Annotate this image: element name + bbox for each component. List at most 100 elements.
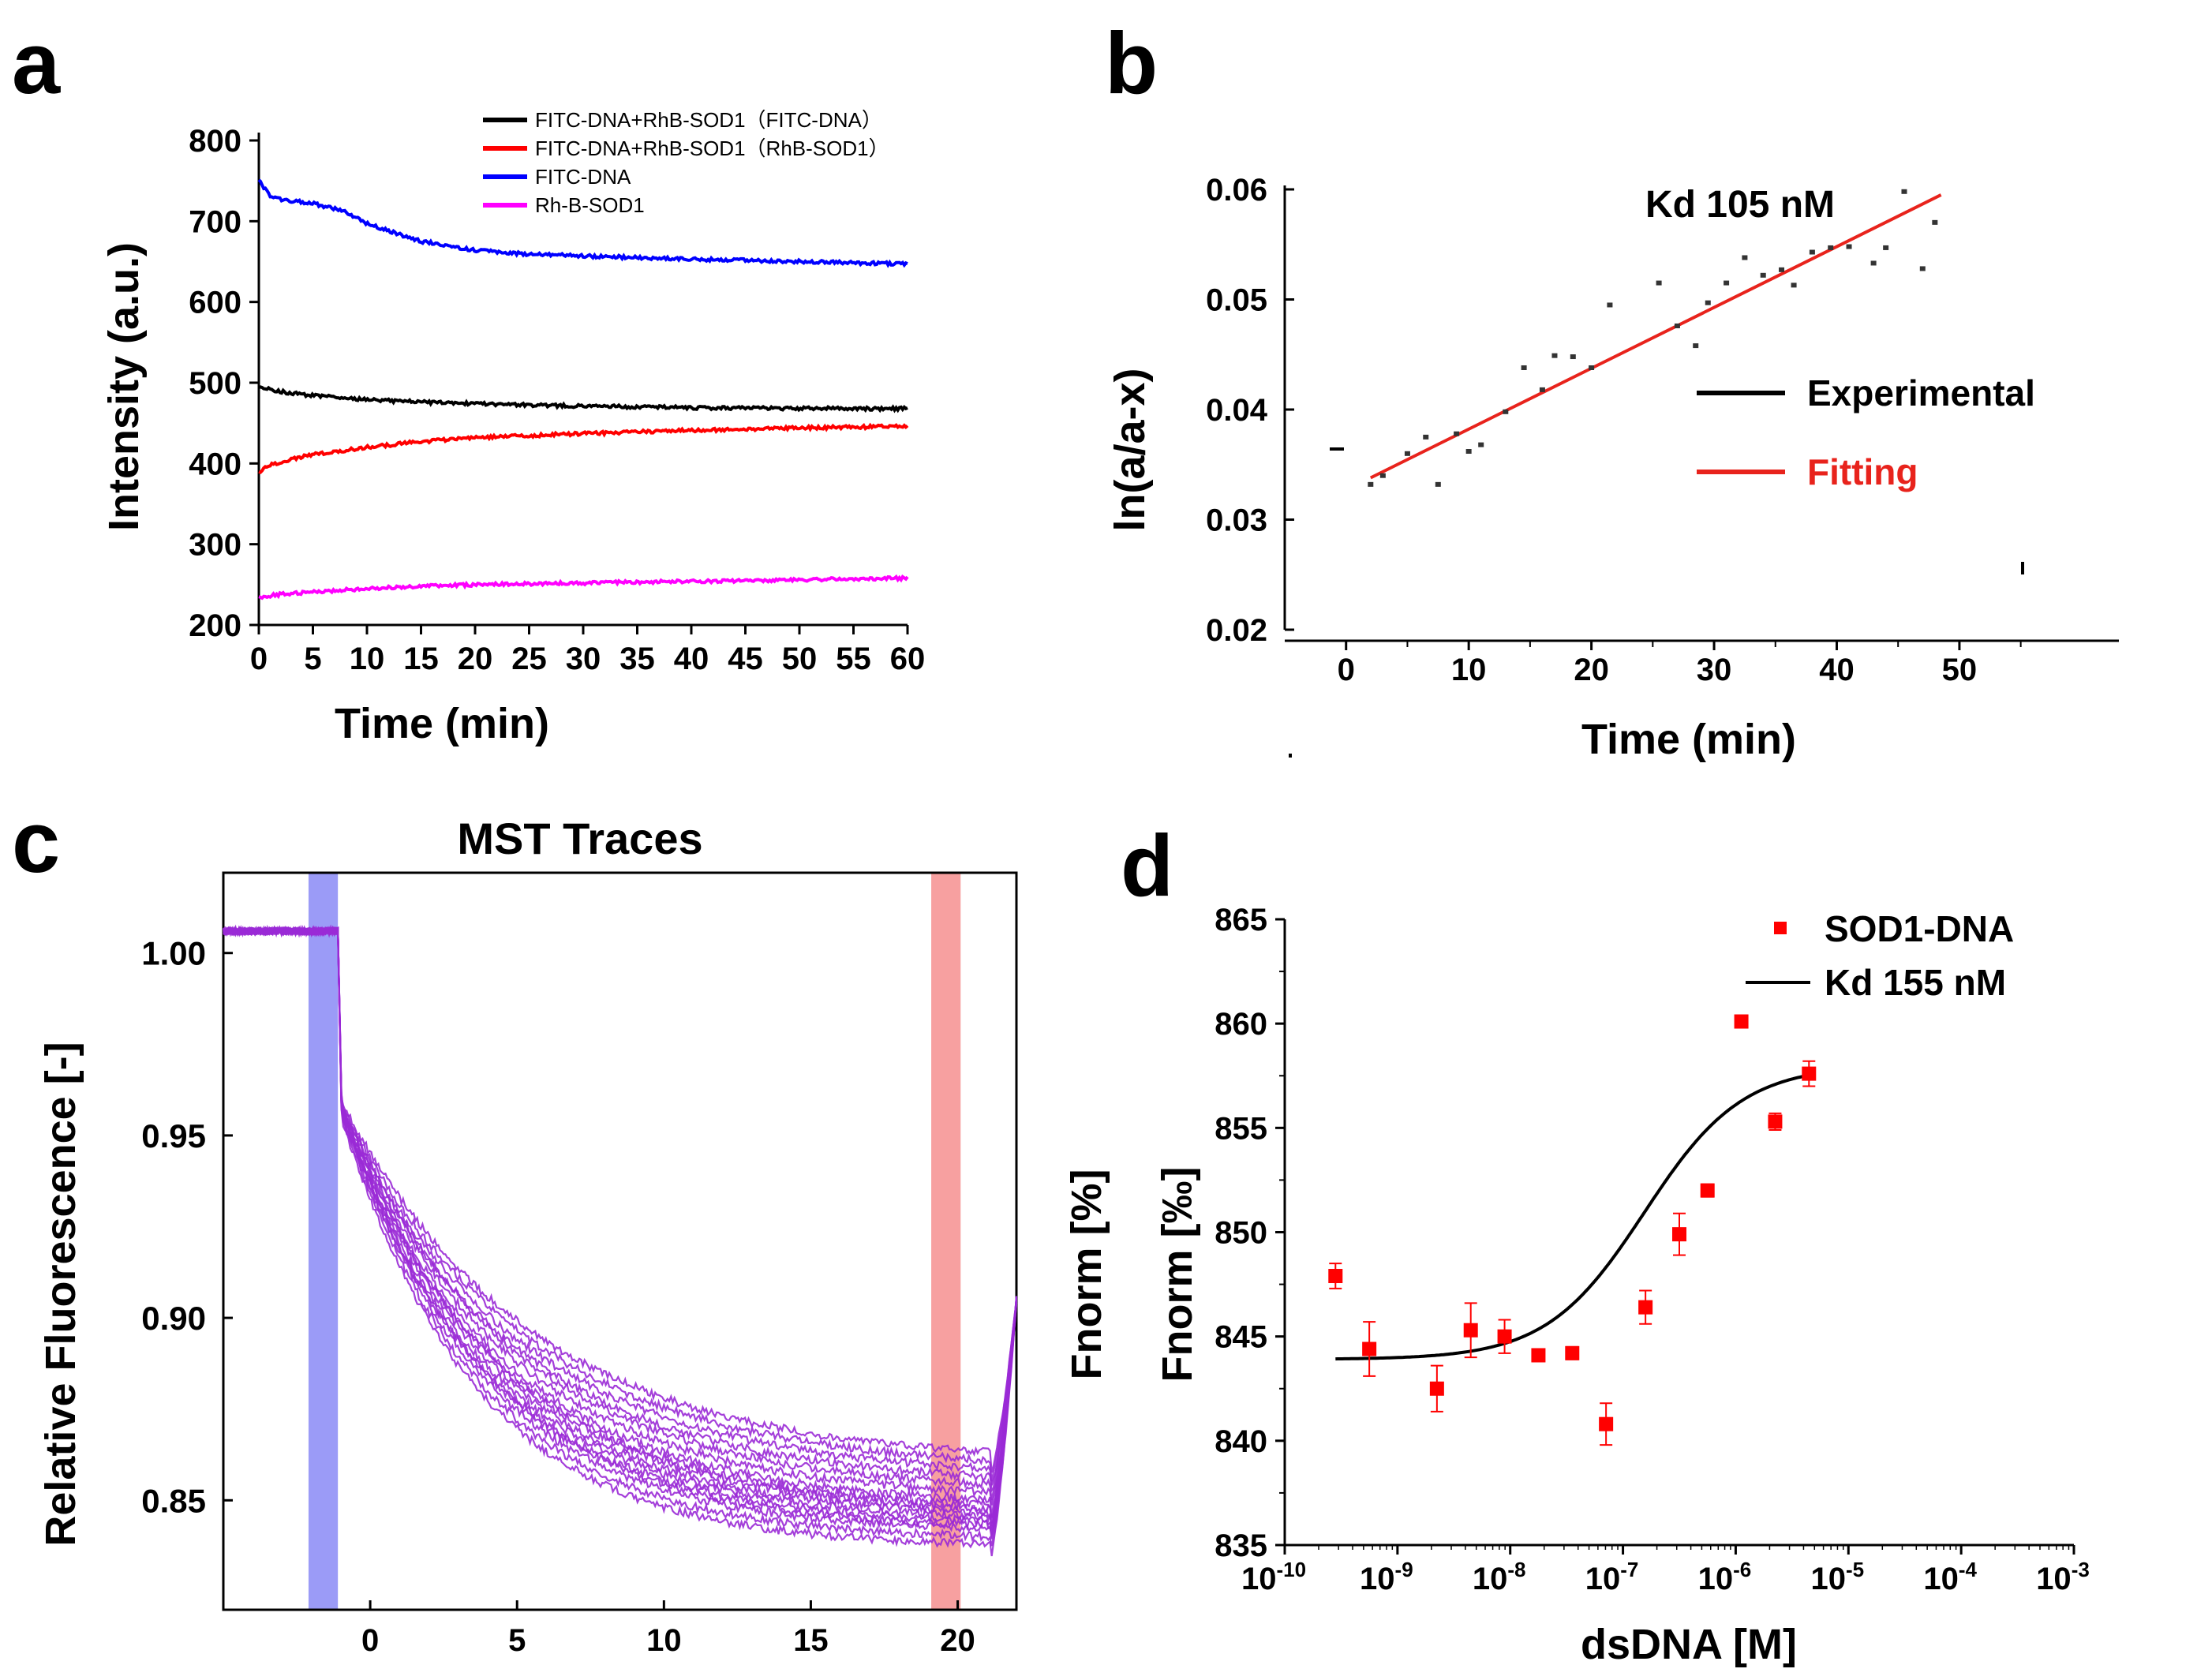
panel-c-label: c [12, 794, 60, 891]
d-y-tick-label: 850 [1215, 1216, 1267, 1251]
d-x-tick-label: 10-6 [1698, 1558, 1752, 1596]
a-y-tick-label: 700 [189, 204, 241, 239]
b-data-point [1379, 473, 1386, 478]
panel-b-annotation: Kd 105 nM [1645, 184, 1835, 226]
d-x-tick-label: 10-4 [1923, 1558, 1977, 1596]
d-x-tick-exponent: -3 [2072, 1558, 2090, 1581]
a-x-tick-label: 55 [836, 642, 871, 676]
c-mst-trace-0 [223, 925, 1018, 1557]
b-data-point [1791, 282, 1797, 288]
d-fit-curve [1335, 1073, 1810, 1361]
c-mst-trace-7 [222, 925, 1018, 1524]
c-mst-trace-2 [223, 926, 1018, 1540]
d-x-tick-exponent: -10 [1276, 1558, 1306, 1581]
d-data-point [1362, 1341, 1377, 1356]
a-x-tick-label: 45 [728, 642, 763, 676]
c-plot-frame [222, 871, 1018, 1611]
b-stray-mark [2021, 562, 2024, 574]
a-x-tick-label: 20 [458, 642, 493, 676]
d-data-point [1599, 1416, 1614, 1431]
panel-a-ylabel: Intensity (a.u.) [100, 242, 148, 531]
d-data-point [1429, 1381, 1444, 1396]
panel-b-series [1289, 189, 2024, 758]
c-y-tick-label: 1.00 [141, 935, 206, 972]
d-data-point [1463, 1323, 1478, 1338]
c-hot-region [931, 873, 961, 1610]
c-mst-trace-10 [223, 924, 1018, 1506]
a-series-line-1 [258, 422, 909, 474]
a-x-tick-label: 0 [250, 642, 268, 676]
b-data-point [1521, 365, 1527, 370]
d-x-tick-exponent: -6 [1733, 1558, 1751, 1581]
a-y-tick-label: 500 [189, 366, 241, 401]
b-data-point [1435, 481, 1441, 487]
c-mst-trace-12 [223, 926, 1018, 1493]
d-y-tick-label: 855 [1215, 1111, 1267, 1146]
d-data-point [1497, 1329, 1512, 1344]
a-legend-label-0: FITC-DNA+RhB-SOD1（FITC-DNA） [535, 108, 882, 132]
b-data-point [1870, 260, 1877, 266]
c-mst-trace-8 [223, 926, 1018, 1518]
panel-d-label: d [1121, 818, 1173, 915]
b-data-point [1368, 481, 1374, 487]
a-y-tick-label: 300 [189, 528, 241, 563]
d-legend-label-1: Kd 155 nM [1825, 962, 2006, 1003]
panel-c-ylabel: Relative Fluorescence [-] [37, 1042, 84, 1546]
b-data-point [1404, 451, 1410, 456]
c-y-tick-label: 0.95 [141, 1117, 206, 1154]
a-x-tick-label: 60 [890, 642, 926, 676]
d-data-point [1768, 1114, 1783, 1129]
b-data-point [1779, 267, 1785, 272]
panel-a: a 200 300 400 500 600 700 800 0 5 10 15 20 25 30 35 40 4… [12, 15, 925, 747]
b-data-point [1846, 244, 1852, 249]
panel-d-xlabel: dsDNA [M] [1581, 1621, 1797, 1668]
b-data-point [1423, 434, 1429, 440]
panel-b-ylabel: ln(a/a-x) [1106, 368, 1154, 531]
b-data-point [1828, 245, 1834, 250]
d-data-point [1638, 1300, 1653, 1315]
c-x-tick-label: 15 [793, 1623, 829, 1658]
d-x-tick-label: 10-5 [1810, 1558, 1864, 1596]
b-data-point [1809, 249, 1815, 255]
d-x-tick-exponent: -5 [1846, 1558, 1864, 1581]
b-y-tick-label: 0.04 [1206, 393, 1268, 428]
b-data-point [1539, 387, 1545, 392]
c-mst-trace-9 [222, 925, 1018, 1517]
d-x-tick-exponent: -4 [1959, 1558, 1978, 1581]
panel-b-xlabel: Time (min) [1581, 716, 1796, 763]
c-x-tick-label: 0 [361, 1623, 379, 1658]
a-series-line-0 [258, 385, 908, 413]
a-x-tick-label: 30 [566, 642, 601, 676]
b-data-point [1454, 431, 1460, 436]
b-data-point [1724, 280, 1730, 286]
d-data-point [1531, 1348, 1546, 1363]
d-legend-swatch-0 [1774, 922, 1787, 934]
b-y-tick-label: 0.02 [1206, 613, 1267, 648]
c-x-tick-label: 5 [508, 1623, 526, 1658]
a-x-tick-label: 40 [674, 642, 709, 676]
panel-a-axes: 200 300 400 500 600 700 800 0 5 10 15 20 25 30 35 40 45 5… [189, 124, 925, 676]
b-y-tick-label: 0.06 [1206, 173, 1267, 208]
panel-a-xlabel: Time (min) [335, 700, 549, 747]
d-data-point [1565, 1345, 1580, 1360]
c-mst-trace-15 [223, 924, 1018, 1473]
b-data-point [1478, 442, 1484, 447]
panel-d-legend: SOD1-DNA Kd 155 nM [1746, 908, 2014, 1003]
panel-a-label: a [12, 15, 61, 112]
panel-a-legend: FITC-DNA+RhB-SOD1（FITC-DNA） FITC-DNA+RhB-… [483, 108, 889, 217]
b-data-point [1932, 219, 1938, 225]
d-x-tick-label: 10-10 [1241, 1558, 1306, 1596]
c-y-tick-label: 0.90 [141, 1300, 206, 1337]
b-legend-label-1: Fitting [1807, 451, 1918, 492]
panel-d: d 835 840 845 850 855 860 865 10-10 10-9 10-8 10-7… [1063, 818, 2090, 1668]
b-data-point [1742, 255, 1748, 260]
b-y-tick-label: 0.03 [1206, 503, 1267, 538]
a-legend-label-2: FITC-DNA [535, 165, 631, 189]
b-data-point [1705, 300, 1711, 305]
c-cold-region [308, 873, 339, 1610]
b-data-point [1883, 245, 1889, 250]
d-data-point [1734, 1014, 1749, 1029]
b-x-tick-label: 30 [1697, 653, 1732, 687]
a-y-tick-label: 800 [189, 124, 241, 159]
